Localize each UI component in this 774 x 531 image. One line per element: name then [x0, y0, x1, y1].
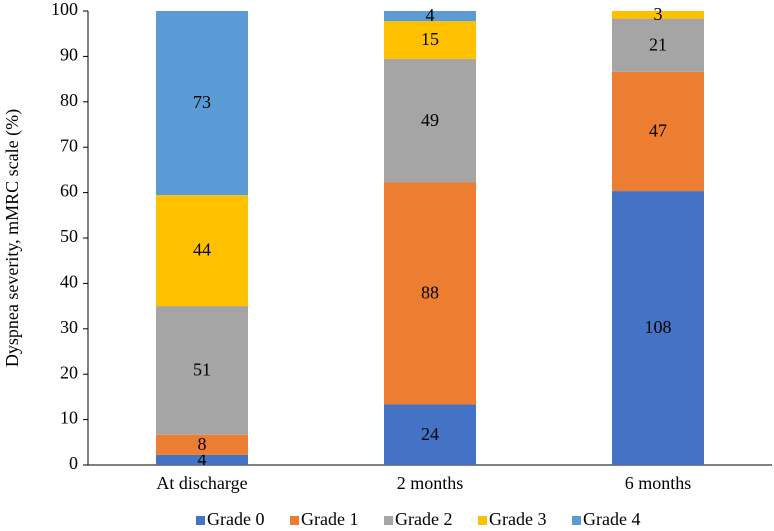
- legend-label: Grade 4: [583, 509, 640, 529]
- y-tick-label: 100: [51, 0, 78, 19]
- y-tick-label: 40: [60, 272, 78, 292]
- data-label: 49: [421, 110, 439, 130]
- bar-segment: [384, 182, 476, 405]
- bar-segment: [384, 404, 476, 465]
- data-label: 88: [421, 283, 439, 303]
- legend-swatch: [384, 516, 393, 525]
- y-tick-label: 10: [60, 408, 78, 428]
- data-label: 15: [421, 29, 439, 49]
- legend-swatch: [196, 516, 205, 525]
- bar-segment: [612, 18, 704, 72]
- data-label: 24: [421, 424, 439, 444]
- bar-segment: [384, 58, 476, 183]
- y-tick-label: 90: [60, 45, 78, 65]
- bar-segment: [612, 71, 704, 192]
- legend-label: Grade 1: [301, 509, 358, 529]
- legend-swatch: [572, 516, 581, 525]
- x-tick-label: At discharge: [156, 473, 247, 493]
- data-label: 47: [649, 121, 667, 141]
- data-label: 8: [198, 434, 207, 454]
- bar-segment: [612, 191, 704, 465]
- data-label: 4: [198, 449, 207, 469]
- bar-segment: [384, 11, 476, 22]
- bar-segment: [156, 434, 248, 455]
- y-tick-label: 60: [60, 181, 78, 201]
- data-label: 51: [193, 360, 211, 380]
- bar-segment: [612, 11, 704, 19]
- y-tick-label: 80: [60, 90, 78, 110]
- y-tick-label: 20: [60, 362, 78, 382]
- data-label: 21: [649, 34, 667, 54]
- bar-segment: [156, 11, 248, 196]
- data-label: 4: [426, 5, 435, 25]
- x-tick-label: 6 months: [625, 473, 692, 493]
- data-label: 44: [193, 240, 211, 260]
- legend-swatch: [478, 516, 487, 525]
- data-label: 3: [654, 4, 663, 24]
- data-label: 108: [645, 317, 672, 337]
- bar-segment: [384, 21, 476, 59]
- legend-swatch: [290, 516, 299, 525]
- bar-segment: [156, 306, 248, 435]
- legend-label: Grade 2: [395, 509, 452, 529]
- x-tick-label: 2 months: [397, 473, 464, 493]
- data-label: 73: [193, 92, 211, 112]
- y-tick-label: 70: [60, 135, 78, 155]
- y-tick-label: 30: [60, 317, 78, 337]
- bar-segment: [156, 195, 248, 307]
- legend-label: Grade 0: [207, 509, 264, 529]
- y-axis-label: Dyspnea severity, mMRC scale (%): [2, 109, 23, 367]
- bar-segment: [156, 454, 248, 465]
- y-tick-label: 0: [69, 453, 78, 473]
- legend-label: Grade 3: [489, 509, 546, 529]
- y-tick-label: 50: [60, 226, 78, 246]
